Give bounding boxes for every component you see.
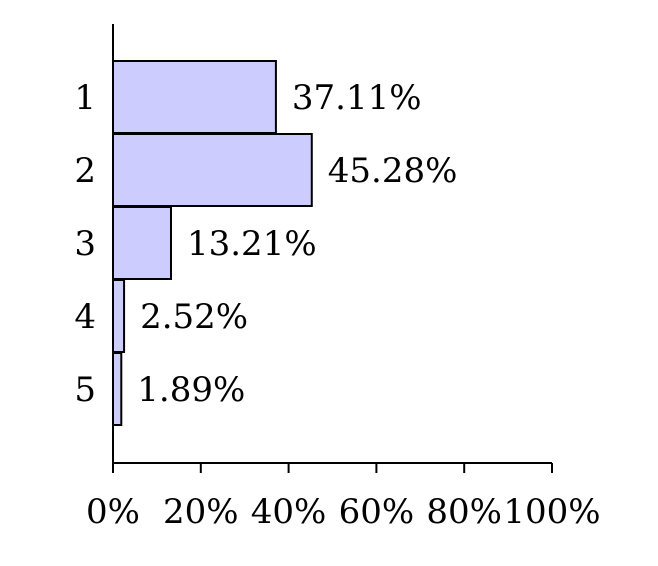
x-tick-label-0: 0% bbox=[86, 492, 140, 532]
axes-layer bbox=[112, 24, 552, 464]
category-label-2: 2 bbox=[74, 151, 96, 191]
bar-1 bbox=[112, 60, 277, 134]
category-label-3: 3 bbox=[74, 224, 96, 264]
x-ticks: 0% 20% 40% 60% 80% 100% bbox=[86, 463, 601, 532]
data-label-2: 45.28% bbox=[328, 151, 458, 191]
category-label-4: 4 bbox=[74, 297, 96, 337]
data-label-3: 13.21% bbox=[187, 224, 317, 264]
bar-4 bbox=[112, 279, 126, 353]
x-tick-label-20: 20% bbox=[163, 492, 239, 532]
bar-5 bbox=[112, 352, 123, 426]
category-label-1: 1 bbox=[74, 78, 96, 118]
bar-2 bbox=[112, 133, 313, 207]
category-labels: 1 2 3 4 5 bbox=[74, 78, 96, 410]
bar-3 bbox=[112, 206, 172, 280]
data-label-1: 37.11% bbox=[292, 78, 422, 118]
data-labels: 37.11% 45.28% 13.21% 2.52% 1.89% bbox=[137, 78, 457, 410]
bars-layer bbox=[112, 60, 313, 426]
x-tick-label-40: 40% bbox=[251, 492, 327, 532]
x-tick-label-100: 100% bbox=[503, 492, 600, 532]
data-label-5: 1.89% bbox=[137, 370, 245, 410]
x-tick-label-60: 60% bbox=[339, 492, 415, 532]
data-label-4: 2.52% bbox=[140, 297, 248, 337]
category-label-5: 5 bbox=[74, 370, 96, 410]
x-tick-label-80: 80% bbox=[426, 492, 502, 532]
